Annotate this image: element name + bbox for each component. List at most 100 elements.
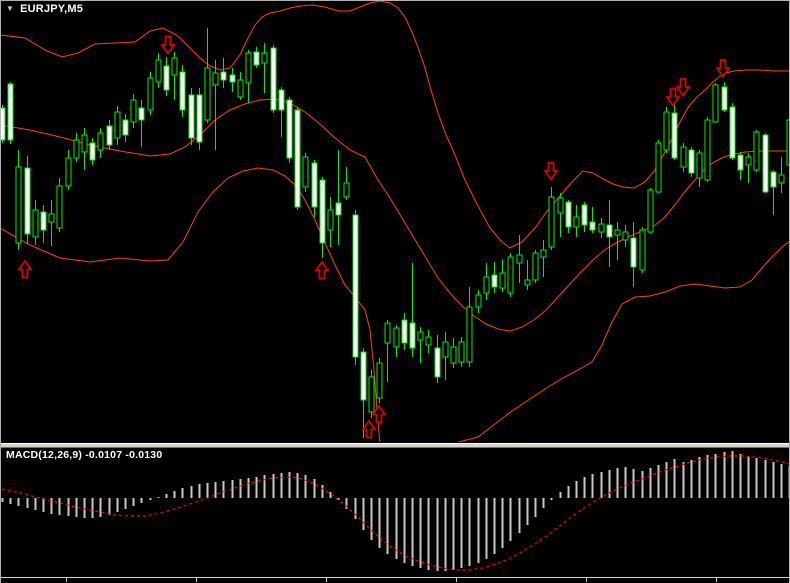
buy-signal-up-arrow-icon xyxy=(371,404,387,424)
chart-collapse-triangle-icon[interactable]: ▼ xyxy=(6,4,15,13)
candle-body xyxy=(442,341,449,358)
candle-body xyxy=(425,336,432,346)
candle-body xyxy=(655,142,662,193)
candle-body xyxy=(630,237,637,268)
candle-body xyxy=(97,132,104,151)
candle-body xyxy=(48,213,55,223)
candle-body xyxy=(335,202,342,216)
candle-body xyxy=(499,272,506,289)
candle-body xyxy=(24,167,31,235)
candle-body xyxy=(237,79,244,98)
candle-body xyxy=(663,111,670,151)
sell-signal-down-arrow-icon xyxy=(715,59,731,79)
sell-signal-down-arrow-icon xyxy=(160,36,176,56)
candle-body xyxy=(122,119,129,136)
panel-splitter[interactable] xyxy=(0,443,790,448)
candle-body xyxy=(614,229,621,236)
candle-body xyxy=(376,362,383,399)
buy-signal-up-arrow-icon xyxy=(17,259,33,279)
buy-signal-up-arrow-icon xyxy=(314,260,330,280)
candle-body xyxy=(581,204,588,226)
candle-body xyxy=(179,71,186,111)
candle-body xyxy=(384,322,391,344)
symbol-label: ▼ EURJPY,M5 xyxy=(6,3,83,15)
candle-body xyxy=(671,112,678,159)
candle-body xyxy=(540,249,547,258)
candle-body xyxy=(253,51,260,66)
candle-body xyxy=(245,52,252,84)
candle-body xyxy=(688,149,695,174)
candle-body xyxy=(483,276,490,294)
candle-body xyxy=(778,174,785,184)
candle-body xyxy=(278,89,285,111)
sell-signal-down-arrow-icon xyxy=(675,78,691,98)
candle-body xyxy=(220,71,227,81)
candle-body xyxy=(647,189,654,233)
candle-body xyxy=(65,157,72,187)
candle-body xyxy=(573,216,580,228)
candle-body xyxy=(327,209,334,231)
candle-body xyxy=(15,166,22,244)
candle-body xyxy=(680,146,687,168)
candle-body xyxy=(557,197,564,214)
candle-body xyxy=(434,347,441,378)
candle-body xyxy=(212,72,219,86)
candle-body xyxy=(622,231,629,241)
macd-indicator-label: MACD(12,26,9) -0.0107 -0.0130 xyxy=(6,449,163,461)
candle-body xyxy=(286,99,293,159)
candle-body xyxy=(155,59,162,83)
candle-body xyxy=(721,86,728,111)
candle-body xyxy=(696,152,703,179)
candle-body xyxy=(81,134,88,153)
candle-body xyxy=(40,211,47,231)
time-axis[interactable] xyxy=(0,577,790,582)
candle-body xyxy=(491,274,498,288)
candle-body xyxy=(589,221,596,231)
candle-body xyxy=(393,327,400,348)
candle-body xyxy=(343,182,350,198)
candle-body xyxy=(401,319,408,344)
candle-body xyxy=(524,279,531,286)
candle-body xyxy=(450,346,457,364)
candle-body xyxy=(548,196,555,248)
candle-body xyxy=(130,99,137,123)
candle-body xyxy=(0,107,6,141)
buy-signal-up-arrow-icon xyxy=(361,419,377,439)
price-panel xyxy=(0,0,790,442)
candle-body xyxy=(753,131,760,171)
candle-body xyxy=(729,106,736,159)
candle-body xyxy=(360,351,367,401)
macd-signal-line xyxy=(1,455,790,571)
sell-signal-down-arrow-icon xyxy=(665,88,681,108)
candle-body xyxy=(171,57,178,76)
sell-signal-down-arrow-icon xyxy=(543,162,559,182)
candle-body xyxy=(417,331,424,341)
candle-body xyxy=(606,224,613,238)
candle-body xyxy=(73,139,80,159)
candle-body xyxy=(516,254,523,264)
bollinger-lower-band xyxy=(0,167,790,442)
candle-body xyxy=(352,214,359,358)
symbol-period-text: EURJPY,M5 xyxy=(20,3,84,15)
candle-body xyxy=(56,185,63,229)
candle-body xyxy=(138,107,145,121)
candle-body xyxy=(507,256,514,294)
candle-body xyxy=(458,341,465,363)
candle-body xyxy=(163,65,170,91)
candle-body xyxy=(302,156,309,188)
candle-body xyxy=(229,74,236,83)
candle-body xyxy=(762,134,769,193)
candle-body xyxy=(270,47,277,111)
candle-body xyxy=(32,209,39,238)
candle-body xyxy=(114,111,121,139)
candle-body xyxy=(261,52,268,64)
candle-body xyxy=(7,83,14,141)
candle-body xyxy=(196,94,203,143)
candle-body xyxy=(532,252,539,281)
candle-body xyxy=(319,179,326,244)
candle-body xyxy=(745,156,752,166)
candle-body xyxy=(598,223,605,233)
